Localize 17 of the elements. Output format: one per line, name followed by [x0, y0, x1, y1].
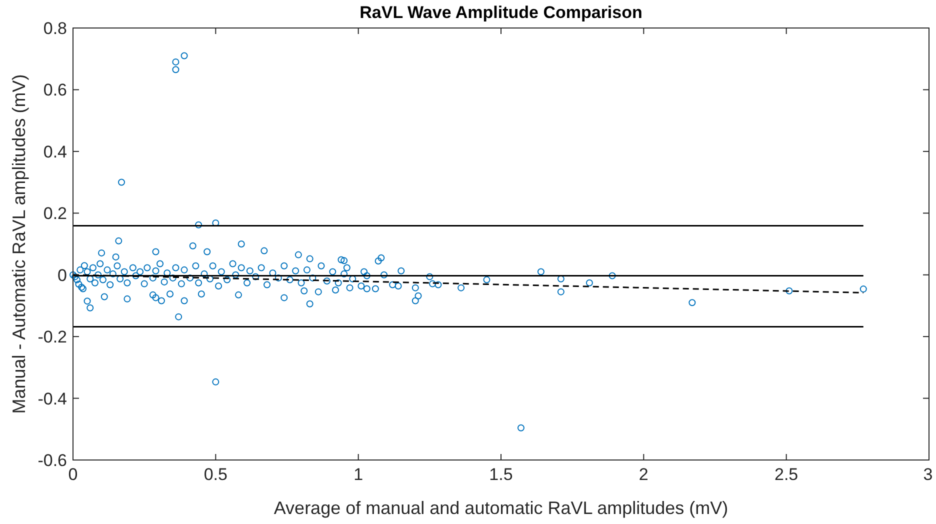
y-tick-label: -0.4: [38, 389, 67, 408]
chart-title: RaVL Wave Amplitude Comparison: [360, 3, 642, 22]
x-tick-label: 0.5: [204, 465, 228, 484]
y-tick-label: 0.8: [43, 19, 67, 38]
y-tick-label: 0.6: [43, 80, 67, 100]
x-tick-label: 2: [638, 465, 648, 484]
y-tick-label: 0: [58, 266, 67, 285]
x-tick-label: 3: [923, 465, 933, 484]
y-tick-label: -0.6: [38, 451, 67, 470]
x-tick-label: 1: [354, 465, 364, 484]
y-tick-label: 0.2: [43, 204, 67, 224]
y-tick-label: 0.4: [43, 142, 67, 162]
y-axis-title: Manual - Automatic RaVL amplitudes (mV): [9, 74, 29, 414]
x-tick-label: 1.5: [489, 465, 513, 484]
y-tick-label: -0.2: [38, 328, 67, 347]
x-tick-label: 2.5: [774, 465, 798, 484]
x-axis-title: Average of manual and automatic RaVL amplitudes (mV): [274, 498, 728, 518]
